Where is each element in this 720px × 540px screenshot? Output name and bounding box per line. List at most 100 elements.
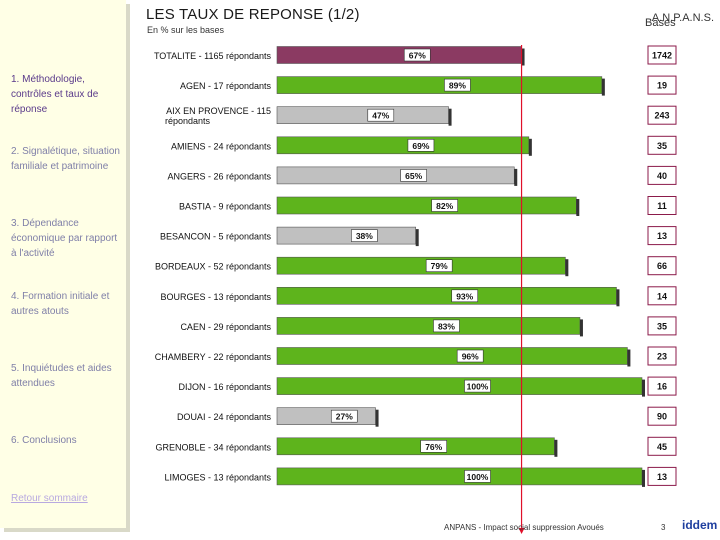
sidebar-item-conclusions[interactable]: 6. Conclusions (11, 435, 77, 446)
value-label: 100% (467, 472, 489, 482)
value-label-box (431, 199, 458, 212)
value-label: 65% (405, 171, 422, 181)
value-label: 79% (431, 261, 448, 271)
bar-shadow (642, 379, 645, 397)
base-box (647, 376, 677, 396)
bar-shadow (579, 319, 583, 337)
base-box (647, 165, 677, 185)
bar (276, 46, 522, 64)
base-value: 14 (657, 291, 667, 301)
value-label: 69% (412, 141, 429, 151)
value-label: 27% (336, 412, 353, 422)
category-label: AGEN - 17 répondants (180, 81, 272, 91)
value-label-box (425, 259, 453, 273)
value-label-box (444, 78, 471, 92)
value-label-box (403, 48, 431, 62)
base-box (647, 135, 677, 155)
footer-text: ANPANS - Impact social suppression Avoué… (444, 523, 604, 532)
bar (276, 76, 603, 94)
bar-shadow (565, 259, 569, 277)
base-value: 13 (657, 231, 667, 241)
value-label: 83% (438, 321, 455, 331)
bar (276, 437, 555, 456)
category-label: DIJON - 16 répondants (178, 382, 271, 392)
base-value: 11 (657, 201, 667, 211)
value-label-box (367, 108, 395, 122)
page-title: LES TAUX DE REPONSE (1/2) (146, 6, 360, 23)
category-label: ANGERS - 26 répondants (167, 171, 271, 181)
base-value: 35 (657, 321, 667, 331)
value-label-box (464, 470, 491, 483)
base-box (647, 105, 677, 125)
base-box (647, 346, 677, 366)
bar-shadow (576, 199, 580, 216)
category-label: GRENOBLE - 34 répondants (155, 442, 271, 452)
base-box (647, 406, 677, 426)
bar-shadow (554, 439, 558, 457)
bar-shadow (375, 409, 379, 427)
bar (276, 106, 449, 124)
bar-shadow (521, 48, 525, 66)
value-label-box (400, 169, 427, 182)
base-box (647, 466, 677, 486)
base-box (647, 226, 677, 246)
value-label-box (451, 289, 479, 303)
category-label: CHAMBERY - 22 répondants (155, 352, 272, 362)
base-value: 45 (657, 442, 667, 452)
category-label: DOUAI - 24 répondants (177, 412, 272, 422)
sidebar-item-dependance[interactable]: 3. Dépendance économique par rapport à l… (11, 218, 118, 259)
bar (276, 286, 617, 305)
back-to-summary-link[interactable]: Retour sommaire (11, 493, 88, 504)
value-label: 47% (372, 111, 389, 121)
value-label-box (330, 409, 358, 423)
base-box (647, 256, 677, 276)
bases-column-label: Bases (645, 17, 676, 29)
base-value: 90 (657, 412, 667, 422)
sidebar-item-inquietudes[interactable]: 5. Inquiétudes et aides attendues (11, 363, 112, 389)
sidebar-item-formation[interactable]: 4. Formation initiale et autres atouts (11, 291, 110, 317)
page-number: 3 (661, 523, 666, 532)
page-subtitle: En % sur les bases (147, 25, 225, 35)
base-value: 35 (657, 141, 667, 151)
bar (276, 226, 416, 245)
base-box (647, 286, 677, 306)
bar (276, 196, 577, 215)
reference-line-arrow (518, 528, 525, 534)
value-label: 82% (436, 201, 453, 211)
category-label: LIMOGES - 13 répondants (164, 472, 271, 482)
bar-shadow (448, 108, 452, 126)
value-label-box (420, 439, 448, 453)
bar (276, 467, 643, 486)
bar-shadow (528, 138, 532, 156)
base-value: 1742 (652, 51, 672, 61)
bar (276, 347, 628, 365)
bar-shadow (514, 168, 518, 186)
category-label: BESANCON - 5 répondants (160, 232, 272, 242)
bar (276, 407, 376, 426)
value-label: 67% (409, 51, 426, 61)
sidebar-item-methodology[interactable]: 1. Méthodologie, contrôles et taux de ré… (11, 74, 99, 115)
bar-shadow (642, 469, 645, 487)
value-label: 89% (449, 81, 466, 91)
bar (276, 317, 581, 335)
value-label: 96% (462, 352, 479, 362)
sidebar-item-signaletique[interactable]: 2. Signalétique, situation familiale et … (11, 146, 120, 172)
value-label-box (433, 319, 460, 333)
value-label: 76% (425, 442, 442, 452)
bar-shadow (415, 229, 419, 247)
base-value: 23 (657, 352, 667, 362)
category-label: BASTIA - 9 répondants (179, 202, 272, 212)
category-label: CAEN - 29 répondants (180, 322, 271, 332)
category-label: AMIENS - 24 répondants (171, 141, 272, 151)
category-label: AIX EN PROVENCE - 115 répondants (165, 106, 271, 126)
base-box (647, 316, 677, 336)
base-value: 13 (657, 472, 667, 482)
category-label: TOTALITE - 1165 répondants (154, 51, 272, 61)
bar-shadow (616, 289, 620, 307)
value-label-box (351, 229, 378, 242)
value-label-box (456, 349, 484, 363)
base-value: 16 (657, 382, 667, 392)
bar (276, 377, 643, 395)
base-value: 243 (654, 111, 669, 121)
